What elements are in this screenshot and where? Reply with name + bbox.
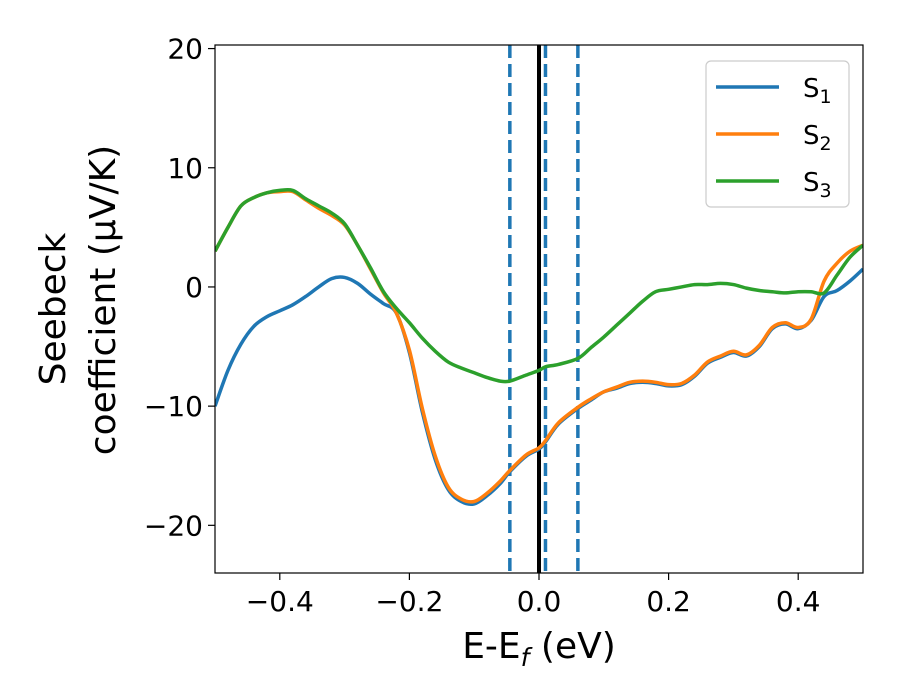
series-line-s3 (215, 187, 863, 384)
x-tick-label: −0.4 (246, 585, 314, 618)
reference-lines (508, 45, 580, 573)
y-tick-label: 10 (167, 152, 203, 185)
x-tick-label: 0.2 (646, 585, 691, 618)
y-tick-label: −20 (144, 509, 203, 542)
y-axis-label-line1: Seebeck (33, 232, 74, 385)
legend-entries: S1 S2 S3 (716, 74, 832, 202)
legend: S1 S2 S3 (705, 60, 850, 208)
legend-label-s2: S2 (803, 121, 832, 155)
legend-label-s1: S1 (803, 74, 832, 108)
y-axis-label-line2: coefficient (μV/K) (83, 145, 124, 455)
x-tick-label: −0.2 (375, 585, 443, 618)
y-tick-label: 0 (185, 271, 203, 304)
x-axis-label: E-Ef (eV) (462, 626, 616, 672)
x-tick-label: 0.4 (776, 585, 821, 618)
series-line-s2 (215, 189, 863, 504)
legend-label-s3: S3 (803, 168, 832, 202)
y-tick-label: 20 (167, 33, 203, 66)
y-tick-label: −10 (144, 390, 203, 423)
x-axis: −0.4 −0.2 0.0 0.2 0.4 (246, 573, 821, 618)
x-tick-label: 0.0 (517, 585, 562, 618)
series-lines (215, 187, 863, 506)
y-axis: −20 −10 0 10 20 (144, 33, 215, 542)
